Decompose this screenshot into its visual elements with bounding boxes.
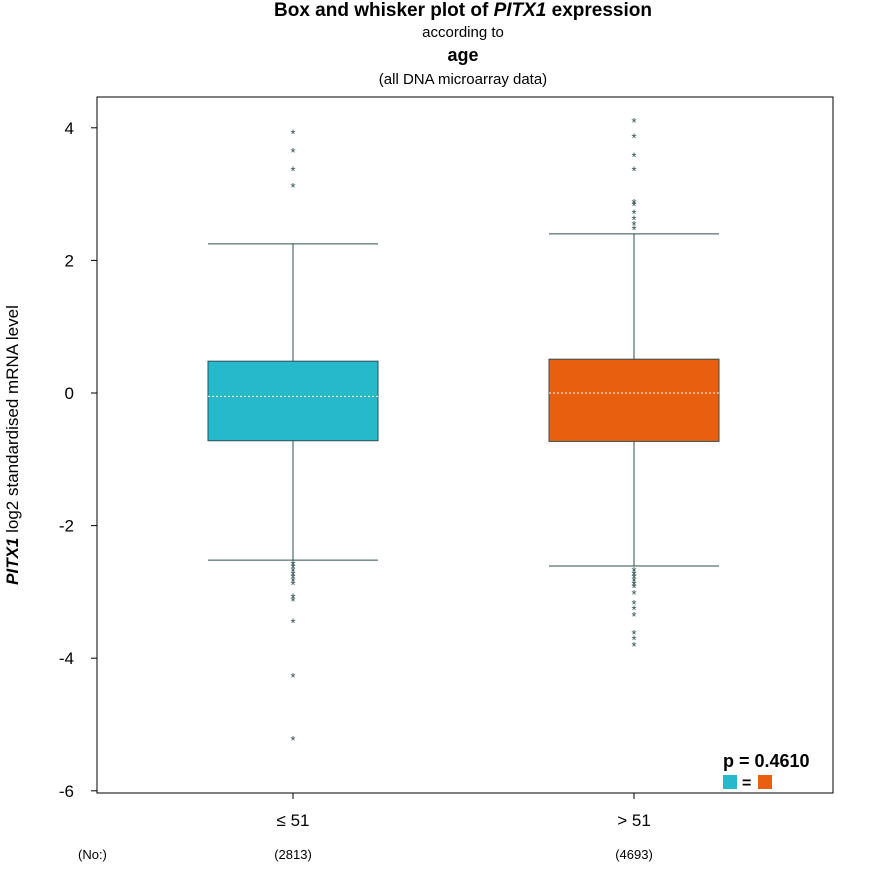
outlier-point: * (631, 567, 636, 582)
outlier-point: * (290, 594, 295, 609)
outlier-point: * (631, 609, 636, 624)
outlier-point: * (290, 616, 295, 631)
outlier-point: * (631, 150, 636, 165)
y-axis-label-rest: log2 standardised mRNA level (3, 305, 22, 537)
chart-title-suffix: expression (546, 0, 652, 21)
y-tick-label: -2 (59, 517, 74, 536)
p-value: p = 0.4610 (723, 751, 810, 771)
y-tick-label: 0 (65, 384, 74, 403)
outlier-point: * (631, 199, 636, 214)
box (207, 360, 379, 442)
outlier-point: * (290, 591, 295, 606)
chart-title-prefix: Box and whisker plot of (274, 0, 494, 21)
outlier-point: * (290, 145, 295, 160)
y-axis: 4 2 0 -2 -4 -6 (59, 119, 97, 801)
outlier-point: * (631, 207, 636, 222)
legend-swatch-group1 (723, 775, 737, 789)
outlier-point: * (290, 180, 295, 195)
y-tick-label: 2 (65, 251, 74, 270)
outlier-point: * (631, 115, 636, 130)
outlier-point: * (290, 126, 295, 141)
outlier-point: * (631, 577, 636, 592)
outlier-point: * (631, 218, 636, 233)
outlier-point: * (290, 567, 295, 582)
outlier-point: * (631, 627, 636, 642)
outlier-point: * (631, 223, 636, 238)
group-count: (2813) (274, 847, 312, 862)
outlier-point: * (631, 587, 636, 602)
y-tick-label: 4 (65, 119, 74, 138)
outlier-point: * (631, 213, 636, 228)
outlier-point: * (631, 564, 636, 579)
box-group: *********************** (548, 115, 720, 654)
x-tick-label: ≤ 51 (277, 811, 310, 830)
outlier-point: * (631, 571, 636, 586)
y-tick-label: -4 (59, 649, 74, 668)
box-group: **************** (207, 126, 379, 748)
chart-subtitle-1: according to (422, 24, 504, 41)
count-row-label: (No:) (78, 847, 107, 862)
outlier-point: * (290, 571, 295, 586)
outlier-point: * (631, 196, 636, 211)
plot-frame (96, 96, 834, 794)
outlier-point: * (290, 577, 295, 592)
y-axis-label: PITX1 log2 standardised mRNA level (3, 305, 22, 585)
outlier-point: * (631, 574, 636, 589)
outlier-point: * (290, 670, 295, 685)
outlier-point: * (631, 581, 636, 596)
legend-swatch-group2 (758, 775, 772, 789)
outlier-point: * (290, 557, 295, 572)
outlier-point: * (631, 164, 636, 179)
chart-subtitle-2: age (447, 45, 478, 65)
group-count: (4693) (615, 847, 653, 862)
outlier-point: * (631, 597, 636, 612)
chart-title: Box and whisker plot of PITX1 expression (274, 0, 652, 21)
outlier-point: * (631, 632, 636, 647)
box-groups: *************************************** (207, 115, 720, 748)
chart-title-gene: PITX1 (494, 0, 547, 21)
outlier-point: * (631, 639, 636, 654)
x-axis: ≤ 51 (2813) > 51 (4693) (274, 793, 653, 862)
legend-equals: = (742, 775, 751, 792)
outlier-point: * (290, 164, 295, 179)
outlier-point: * (290, 561, 295, 576)
y-axis-label-gene: PITX1 (3, 538, 22, 585)
outlier-point: * (290, 574, 295, 589)
x-tick-label: > 51 (617, 811, 651, 830)
outlier-point: * (290, 733, 295, 748)
y-tick-label: -6 (59, 782, 74, 801)
outlier-point: * (290, 564, 295, 579)
outlier-point: * (631, 602, 636, 617)
chart-subtitle-3: (all DNA microarray data) (379, 71, 547, 88)
outlier-point: * (631, 130, 636, 145)
box (548, 358, 720, 442)
